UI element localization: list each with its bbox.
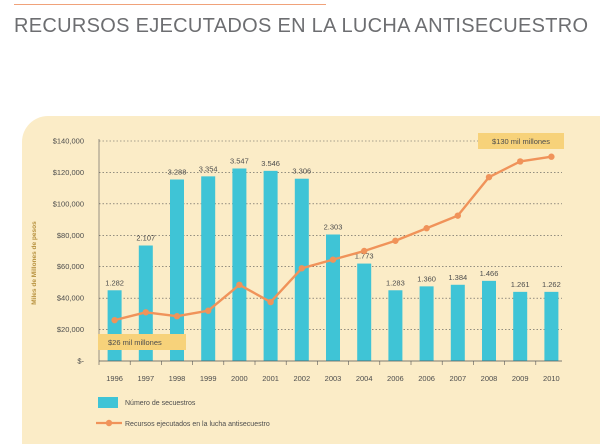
bar-1: [138, 245, 153, 361]
annotation-low-text: $26 mil millones: [108, 338, 162, 347]
line-point-2: [173, 313, 181, 320]
bar-label-3: 3.354: [199, 164, 218, 173]
x-tick-label-1: 1997: [137, 374, 154, 383]
line-point-1: [142, 309, 149, 316]
bar-11: [450, 284, 465, 361]
line-point-4: [236, 281, 243, 288]
bar-0: [107, 290, 122, 361]
x-tick-label-12: 2008: [481, 374, 498, 383]
bar-12: [482, 280, 496, 361]
line-point-9: [392, 237, 399, 244]
x-tick-label-9: 2006: [387, 374, 404, 383]
x-tick-label-4: 2000: [231, 374, 248, 383]
line-point-3: [205, 307, 212, 314]
line-point-5: [267, 298, 274, 306]
bar-label-0: 1.282: [105, 278, 124, 287]
bars: [107, 168, 559, 361]
annotation-high-box: [478, 133, 564, 149]
line-point-0: [111, 316, 118, 324]
x-axis: 1996 1997 1998 1999 2000 2001 2002 2003 2004 2006…: [98, 360, 562, 383]
x-tick-label-13: 2009: [512, 374, 529, 383]
line-point-7: [329, 256, 337, 263]
line-point-11: [454, 212, 461, 219]
bar-label-10: 1.360: [417, 274, 436, 283]
bar-label-9: 1.283: [386, 278, 405, 287]
y-tick-label-4: $80,000: [57, 231, 84, 240]
y-tick-label-5: $100,000: [53, 199, 84, 208]
x-tick-label-10: 2006: [418, 374, 435, 383]
bar-label-8: 1.773: [355, 252, 374, 261]
title-rule: [14, 4, 326, 5]
bar-10: [419, 286, 434, 361]
annotation-high-text: $130 mil millones: [492, 137, 550, 146]
y-tick-label-6: $120,000: [53, 168, 84, 177]
y-tick-label-7: $140,000: [53, 137, 84, 146]
bar-label-5: 3.546: [261, 159, 280, 168]
bar-14: [544, 291, 559, 361]
x-tick-label-6: 2002: [293, 374, 310, 383]
x-tick-label-0: 1996: [106, 374, 123, 383]
bar-4: [232, 168, 247, 361]
annotation-low-box: [98, 334, 186, 350]
bar-label-2: 3.288: [168, 168, 187, 177]
legend-line-marker: [105, 419, 113, 427]
bar-5: [263, 170, 278, 361]
bar-label-4: 3.547: [230, 157, 249, 166]
x-tick-label-2: 1998: [169, 374, 186, 383]
legend: Número de secuestros Recursos ejecutados…: [96, 397, 270, 428]
bar-labels: 1.282 2.107 3.288 3.354 3.547 3.546 3.306 2.303…: [105, 157, 561, 289]
y-tick-label-1: $20,000: [57, 325, 84, 334]
x-tick-label-5: 2001: [262, 374, 279, 383]
x-tick-label-14: 2010: [543, 374, 560, 383]
line-series: [111, 153, 555, 324]
bar-label-1: 2.107: [136, 234, 155, 243]
bar-13: [513, 291, 528, 361]
bar-2: [170, 179, 184, 361]
bar-label-12: 1.466: [480, 269, 499, 278]
y-axis: $- $20,000 $40,000 $60,000 $80,000 $100,000 $1…: [53, 137, 100, 366]
bar-label-6: 3.306: [292, 167, 311, 176]
line-point-14: [548, 153, 555, 160]
y-tick-label-3: $60,000: [57, 262, 84, 271]
line-point-10: [423, 225, 430, 232]
bar-label-11: 1.384: [448, 273, 467, 282]
line-point-6: [298, 265, 305, 272]
legend-bar-label: Número de secuestros: [125, 400, 196, 407]
line-point-8: [361, 247, 368, 255]
line-point-13: [517, 158, 524, 165]
bar-label-7: 2.303: [324, 223, 343, 232]
y-tick-label-2: $40,000: [57, 294, 84, 303]
annotations: $130 mil millones $26 mil millones: [98, 133, 564, 350]
bar-label-13: 1.261: [511, 280, 530, 289]
bar-3: [201, 176, 216, 361]
x-tick-label-8: 2004: [356, 374, 373, 383]
x-tick-label-3: 1999: [200, 374, 217, 383]
bar-7: [326, 234, 340, 361]
bar-9: [388, 290, 403, 361]
y-axis-label: Miles de Millones de pesos: [31, 221, 38, 305]
x-tick-label-7: 2003: [325, 374, 342, 383]
bar-label-14: 1.262: [542, 280, 561, 289]
page-title: RECURSOS EJECUTADOS EN LA LUCHA ANTISECU…: [14, 15, 589, 37]
legend-line-label: Recursos ejecutados en la lucha antisecu…: [125, 421, 270, 428]
bar-8: [357, 263, 372, 361]
line-point-12: [485, 173, 493, 181]
legend-bar-swatch: [98, 397, 118, 408]
x-tick-label-11: 2007: [449, 374, 466, 383]
y-tick-label-0: $-: [77, 357, 84, 366]
